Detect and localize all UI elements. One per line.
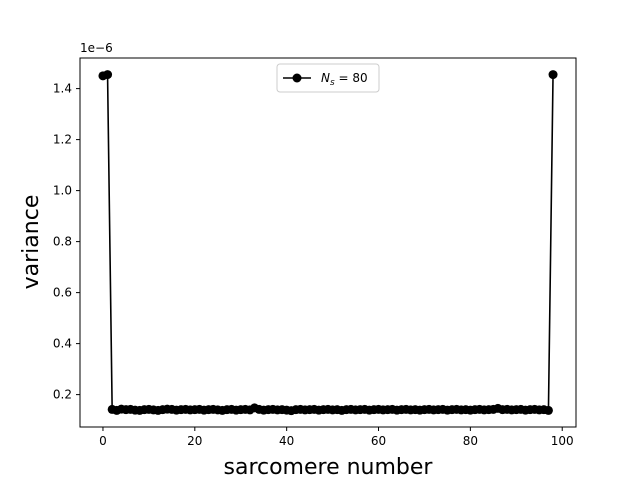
legend: Ns = 80 [276,63,380,93]
y-tick-label: 0.4 [53,337,72,351]
y-tick-label: 0.2 [53,388,72,402]
x-tick-label: 20 [187,434,202,448]
y-tick-label: 1.0 [53,184,72,198]
y-tick-label: 0.8 [53,235,72,249]
y-axis-label: variance [19,195,44,290]
plot-frame [79,57,577,428]
x-tick-label: 0 [99,434,107,448]
y-axis-ticks: 0.2 0.4 0.6 0.8 1.0 1.2 1.4 [53,82,80,402]
legend-entry-label: Ns = 80 [321,71,368,88]
legend-box [276,63,380,93]
legend-marker-swatch [292,73,302,83]
x-axis-label: sarcomere number [224,455,434,480]
x-tick-label: 60 [371,434,386,448]
x-tick-label: 40 [279,434,294,448]
x-axis-ticks: 0 20 40 60 80 100 [99,427,574,448]
y-tick-label: 1.4 [53,82,72,96]
data-point [103,70,113,80]
data-point [543,405,553,415]
y-tick-label: 1.2 [53,133,72,147]
y-tick-label: 0.6 [53,286,72,300]
data-point [548,70,558,80]
y-offset-label: 1e−6 [80,41,113,55]
x-tick-label: 100 [551,434,574,448]
x-tick-label: 80 [463,434,478,448]
plot-marks [98,70,558,416]
